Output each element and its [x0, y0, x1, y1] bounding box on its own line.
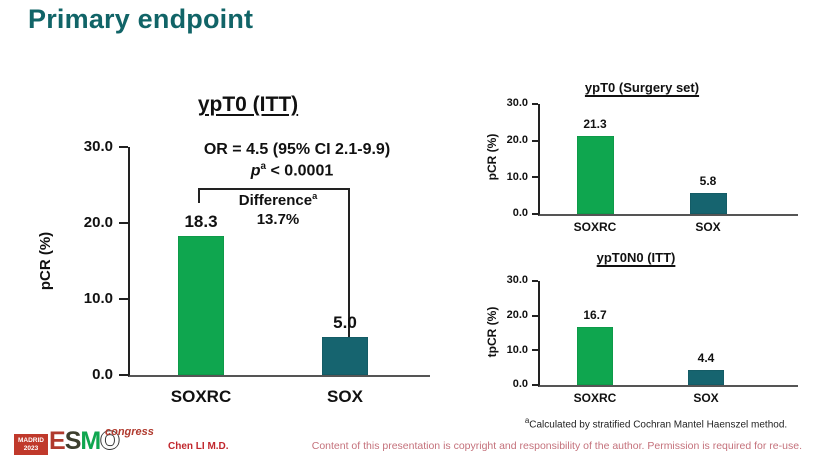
- difference-value: 13.7%: [256, 211, 300, 228]
- y-tick-mark: [119, 374, 128, 376]
- bar-soxrc: [576, 135, 614, 214]
- y-tick-label: 10.0: [506, 343, 528, 356]
- value-label: 5.8: [699, 173, 717, 188]
- y-tick-mark: [119, 222, 128, 224]
- y-tick-label: 20.0: [506, 308, 528, 321]
- value-label: 16.7: [583, 308, 607, 323]
- y-tick-label: 10.0: [83, 289, 113, 307]
- plot-area: [538, 104, 798, 216]
- value-label: 21.3: [583, 116, 607, 131]
- category-label: SOX: [327, 387, 363, 406]
- y-tick-mark: [532, 103, 538, 105]
- plot-area: [128, 147, 430, 377]
- y-tick-mark: [532, 384, 538, 386]
- y-tick-mark: [532, 176, 538, 179]
- y-tick-label: 30.0: [506, 274, 528, 287]
- y-tick-label: 0.0: [512, 378, 528, 391]
- bar-soxrc: [178, 235, 224, 375]
- plot-area: [538, 281, 798, 387]
- chart-title-ypt0-surgery: ypT0 (Surgery set): [584, 80, 700, 95]
- y-tick-mark: [119, 146, 128, 148]
- odds-ratio-annotation: OR = 4.5 (95% CI 2.1-9.9): [203, 141, 391, 158]
- bracket-left-line: [198, 188, 200, 203]
- chart-title-ypt0n0-itt: ypT0N0 (ITT): [596, 250, 676, 265]
- value-label: 5.0: [333, 313, 357, 332]
- congress-label: congress: [105, 426, 154, 438]
- value-label: 18.3: [184, 211, 218, 231]
- y-tick-label: 0.0: [512, 207, 528, 220]
- bracket-right-line: [348, 188, 350, 337]
- category-label: SOXRC: [573, 391, 617, 405]
- y-tick-mark: [532, 213, 538, 215]
- category-label: SOXRC: [573, 220, 617, 234]
- footnote: aCalculated by stratified Cochran Mantel…: [524, 416, 788, 431]
- y-tick-label: 0.0: [92, 365, 113, 383]
- y-tick-label: 20.0: [83, 213, 113, 231]
- bar-soxrc: [577, 327, 613, 385]
- y-tick-label: 10.0: [506, 170, 528, 183]
- y-tick-label: 30.0: [506, 97, 528, 110]
- y-tick-label: 30.0: [83, 137, 113, 155]
- copyright-disclaimer: Content of this presentation is copyrigh…: [311, 440, 802, 452]
- p-value-annotation: pa < 0.0001: [250, 161, 334, 180]
- y-tick-mark: [532, 314, 538, 317]
- category-label: SOX: [693, 391, 719, 405]
- chart-title-ypt0-itt: ypT0 (ITT): [197, 93, 299, 116]
- esmo-logo: ESMO: [49, 427, 120, 455]
- page-title: Primary endpoint: [28, 4, 254, 34]
- category-label: SOX: [695, 220, 721, 234]
- y-tick-mark: [532, 139, 538, 142]
- y-axis-label-pcr-surgery: pCR (%): [485, 133, 499, 181]
- y-tick-mark: [532, 280, 538, 282]
- y-tick-mark: [532, 349, 538, 352]
- madrid-2023-badge: MADRID 2023: [14, 434, 48, 455]
- category-label: SOXRC: [170, 387, 232, 406]
- bar-sox: [689, 192, 727, 214]
- bar-sox: [322, 337, 368, 375]
- bracket-horizontal-line: [198, 188, 350, 190]
- bar-sox: [688, 369, 724, 385]
- y-axis-label-tpcr: tpCR (%): [485, 306, 499, 358]
- y-axis-label-pcr: pCR (%): [37, 231, 54, 291]
- y-tick-mark: [119, 298, 128, 300]
- y-tick-label: 20.0: [506, 133, 528, 146]
- value-label: 4.4: [697, 350, 715, 365]
- presenter-name: Chen LI M.D.: [168, 441, 229, 452]
- difference-label: Differencea: [238, 191, 318, 209]
